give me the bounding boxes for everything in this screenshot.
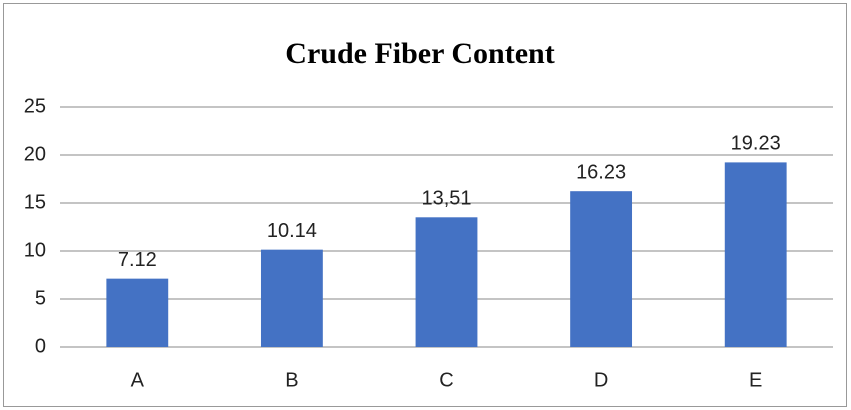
x-tick-label: B <box>285 369 298 391</box>
bar <box>570 191 633 347</box>
data-label: 7.12 <box>118 249 157 271</box>
y-tick-label: 15 <box>24 191 46 213</box>
bar <box>260 249 323 347</box>
data-label: 10.14 <box>267 220 317 242</box>
y-tick-label: 5 <box>35 287 46 309</box>
x-tick-label: A <box>131 369 145 391</box>
bar <box>415 217 478 347</box>
y-tick-label: 10 <box>24 239 46 261</box>
data-label: 13,51 <box>421 188 471 210</box>
x-tick-label: D <box>594 369 608 391</box>
data-label: 19.23 <box>731 133 781 155</box>
data-label: 16.23 <box>576 161 626 183</box>
y-tick-label: 20 <box>24 143 46 165</box>
chart-title: Crude Fiber Content <box>285 37 554 70</box>
x-tick-label: E <box>749 369 762 391</box>
bar <box>724 162 787 347</box>
bar <box>106 278 169 347</box>
y-tick-label: 25 <box>24 95 46 117</box>
y-tick-label: 0 <box>35 335 46 357</box>
x-tick-label: C <box>439 369 453 391</box>
